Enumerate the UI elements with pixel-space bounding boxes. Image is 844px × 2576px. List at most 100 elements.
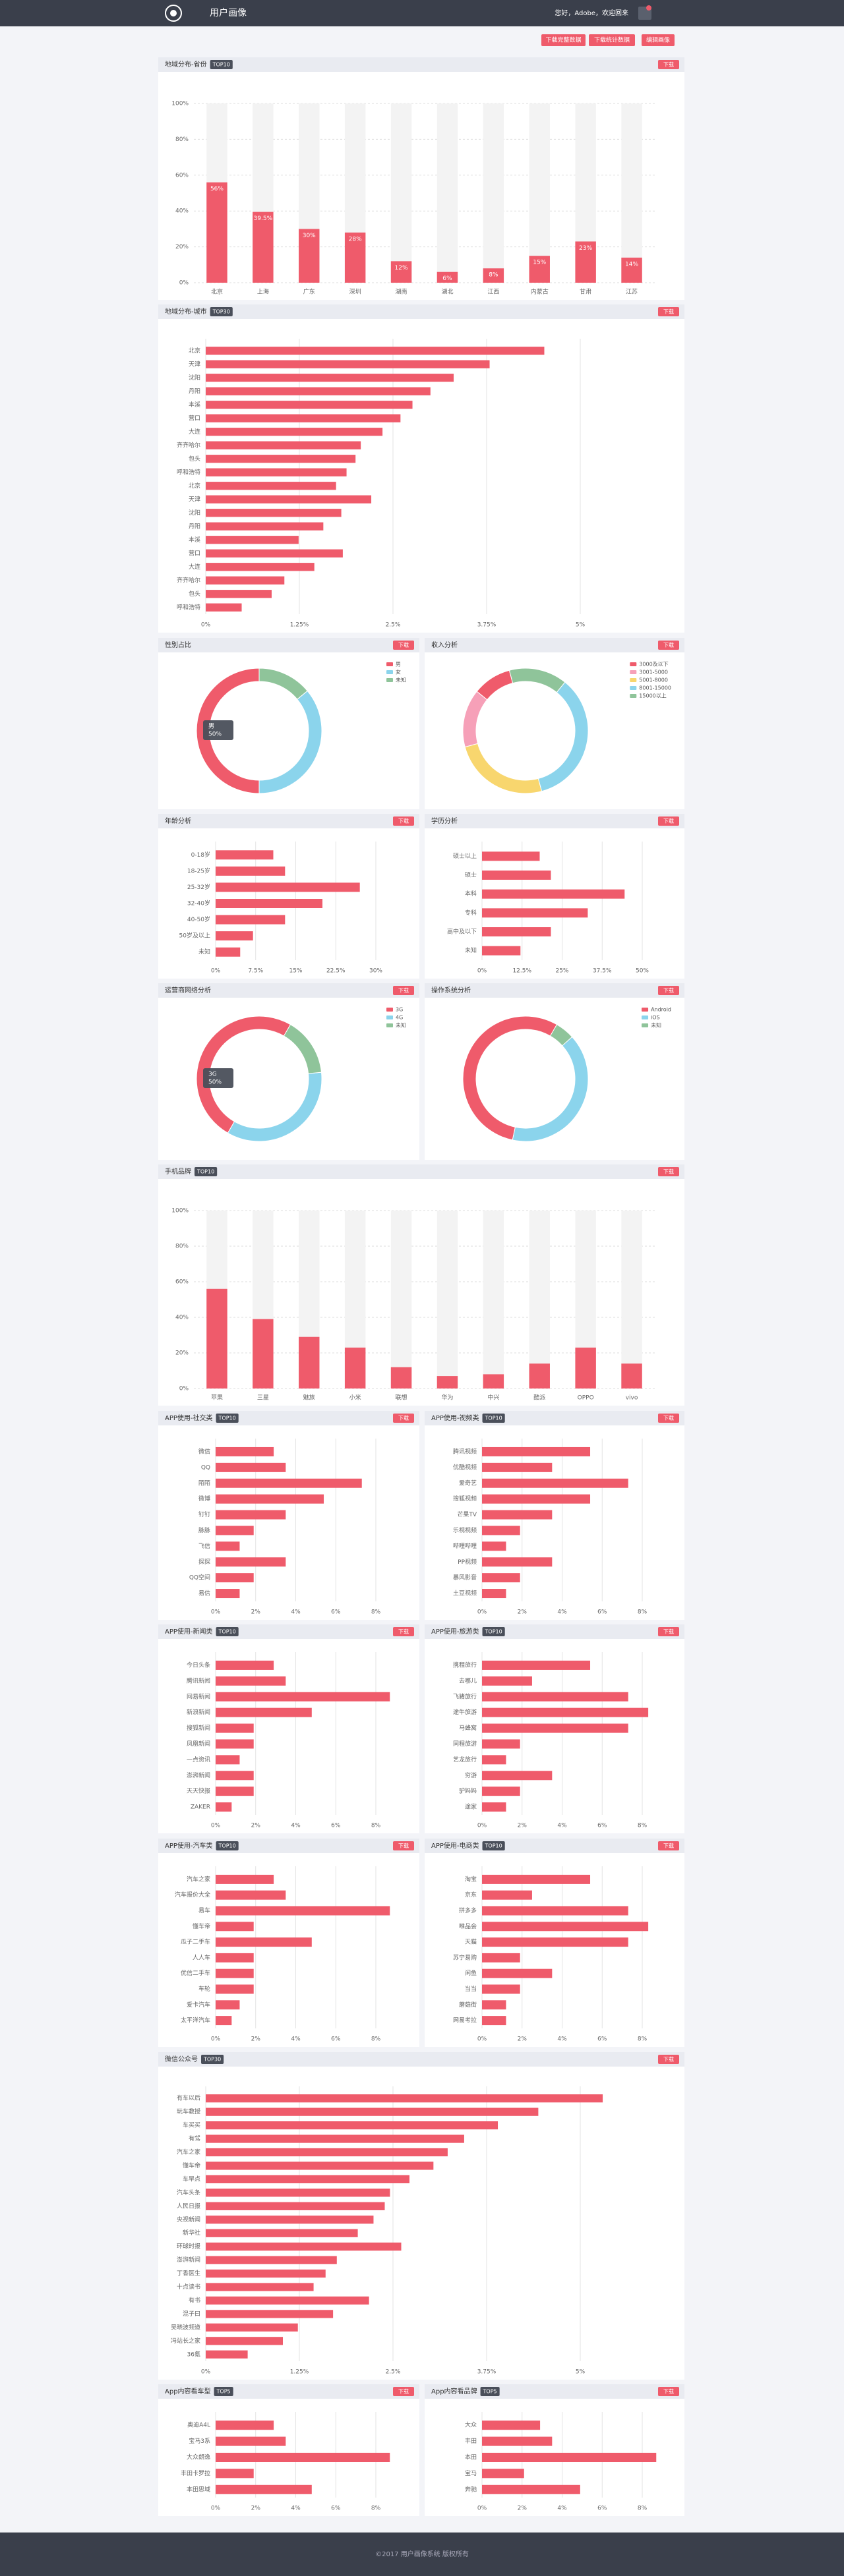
bar	[216, 850, 274, 860]
bar	[216, 1874, 274, 1884]
panel-title: App内容看车型	[165, 2387, 211, 2395]
y-tick-label: 飞猪旅行	[453, 1692, 477, 1700]
bar	[206, 2202, 385, 2210]
y-tick-label: QQ	[201, 1464, 210, 1471]
download-button[interactable]	[393, 1841, 414, 1850]
panel-header	[425, 638, 684, 652]
download-button-label[interactable]: 下载	[663, 308, 674, 315]
x-tick-label: 湖南	[396, 288, 407, 296]
bar	[482, 871, 551, 880]
download-button-label[interactable]: 下载	[663, 818, 674, 824]
download-button[interactable]	[393, 1627, 414, 1636]
download-button-label[interactable]: 下载	[398, 1628, 409, 1635]
download-button-label[interactable]: 下载	[398, 818, 409, 824]
download-button[interactable]	[658, 641, 679, 650]
panel-title: APP使用-视频类	[431, 1414, 479, 1422]
action-button[interactable]	[642, 34, 675, 46]
y-tick-label: 新浪新闻	[187, 1708, 210, 1716]
x-tick-label: 5%	[576, 2369, 586, 2376]
y-tick-label: 齐齐哈尔	[177, 441, 200, 449]
download-button[interactable]	[393, 1414, 414, 1423]
bar	[216, 1573, 254, 1583]
download-button-label[interactable]: 下载	[663, 2388, 674, 2395]
bar	[482, 1739, 520, 1749]
download-button-label[interactable]: 下载	[398, 2388, 409, 2395]
y-tick-label: 20%	[175, 1350, 189, 1357]
download-button-label[interactable]: 下载	[663, 2056, 674, 2063]
y-tick-label: 玩车教授	[177, 2107, 200, 2115]
download-button-label[interactable]: 下载	[663, 1415, 674, 1421]
bar	[575, 241, 596, 283]
action-button[interactable]	[541, 34, 586, 46]
download-button[interactable]	[393, 641, 414, 650]
download-button[interactable]	[658, 2055, 679, 2064]
download-button-label[interactable]: 下载	[398, 987, 409, 994]
y-tick-label: 车早点	[183, 2175, 200, 2183]
bar	[206, 2296, 369, 2305]
download-button[interactable]	[658, 1627, 679, 1636]
bar	[206, 468, 347, 476]
download-button-label[interactable]: 下载	[663, 1168, 674, 1175]
panel-badge	[480, 2387, 500, 2396]
x-tick-label: 2%	[518, 1609, 528, 1616]
x-tick-label: 2%	[251, 2505, 261, 2512]
download-button[interactable]	[393, 986, 414, 995]
bar	[206, 347, 545, 355]
action-button-label[interactable]: 下载统计数据	[594, 36, 630, 44]
panel-badge	[482, 1841, 505, 1850]
download-button[interactable]	[658, 986, 679, 995]
logo-dot	[170, 10, 177, 16]
download-button-label[interactable]: 下载	[663, 61, 674, 68]
bar	[216, 1589, 240, 1599]
bar	[253, 1319, 274, 1388]
download-button[interactable]	[658, 1167, 679, 1176]
y-tick-label: 丰田	[465, 2437, 477, 2445]
x-tick-label: 6%	[597, 2036, 607, 2043]
bar	[206, 2161, 434, 2170]
y-tick-label: 拼多多	[459, 1906, 477, 1914]
panel-body	[158, 1411, 419, 1620]
x-tick-label: 中兴	[487, 1394, 499, 1402]
y-tick-label: 瓜子二手车	[181, 1938, 210, 1946]
download-button[interactable]	[658, 2387, 679, 2396]
download-button[interactable]	[393, 2387, 414, 2396]
panel-badge-label: TOP10	[485, 1416, 502, 1421]
download-button[interactable]	[658, 60, 679, 69]
download-button-label[interactable]: 下载	[663, 987, 674, 994]
panel-body	[158, 57, 684, 300]
logo	[165, 5, 182, 22]
footer-text: ©2017 用户画像系统 版权所有	[375, 2550, 469, 2558]
y-tick-label: 汽车头条	[177, 2189, 200, 2196]
download-button[interactable]	[658, 1414, 679, 1423]
y-tick-label: 人人车	[193, 1953, 210, 1961]
download-button[interactable]	[393, 816, 414, 826]
action-button-label[interactable]: 编辑画像	[646, 36, 670, 44]
x-tick-label: 7.5%	[248, 968, 263, 975]
bar	[482, 1494, 591, 1504]
x-tick-label: 2%	[518, 2036, 528, 2043]
legend-swatch	[630, 662, 637, 666]
bar	[482, 1446, 591, 1456]
download-button[interactable]	[658, 816, 679, 826]
bar	[483, 268, 504, 283]
download-button-label[interactable]: 下载	[398, 642, 409, 648]
action-button-label[interactable]: 下载完整数据	[545, 36, 581, 44]
download-button-label[interactable]: 下载	[663, 1628, 674, 1635]
bar	[482, 1573, 520, 1583]
download-button-label[interactable]: 下载	[663, 1843, 674, 1849]
download-button-label[interactable]: 下载	[663, 642, 674, 648]
bar	[482, 1692, 628, 1702]
y-tick-label: 汽车报价大全	[175, 1891, 210, 1899]
action-button[interactable]	[589, 34, 635, 46]
download-button-label[interactable]: 下载	[398, 1415, 409, 1421]
x-tick-label: 25%	[555, 968, 568, 975]
x-tick-label: 北京	[211, 288, 223, 296]
bar	[206, 360, 490, 368]
bar	[482, 1462, 553, 1472]
download-button-label[interactable]: 下载	[398, 1843, 409, 1849]
app-title: 用户画像	[210, 7, 247, 18]
panel-body	[425, 1411, 684, 1620]
bar	[390, 261, 412, 283]
download-button[interactable]	[658, 307, 679, 316]
download-button[interactable]	[658, 1841, 679, 1850]
